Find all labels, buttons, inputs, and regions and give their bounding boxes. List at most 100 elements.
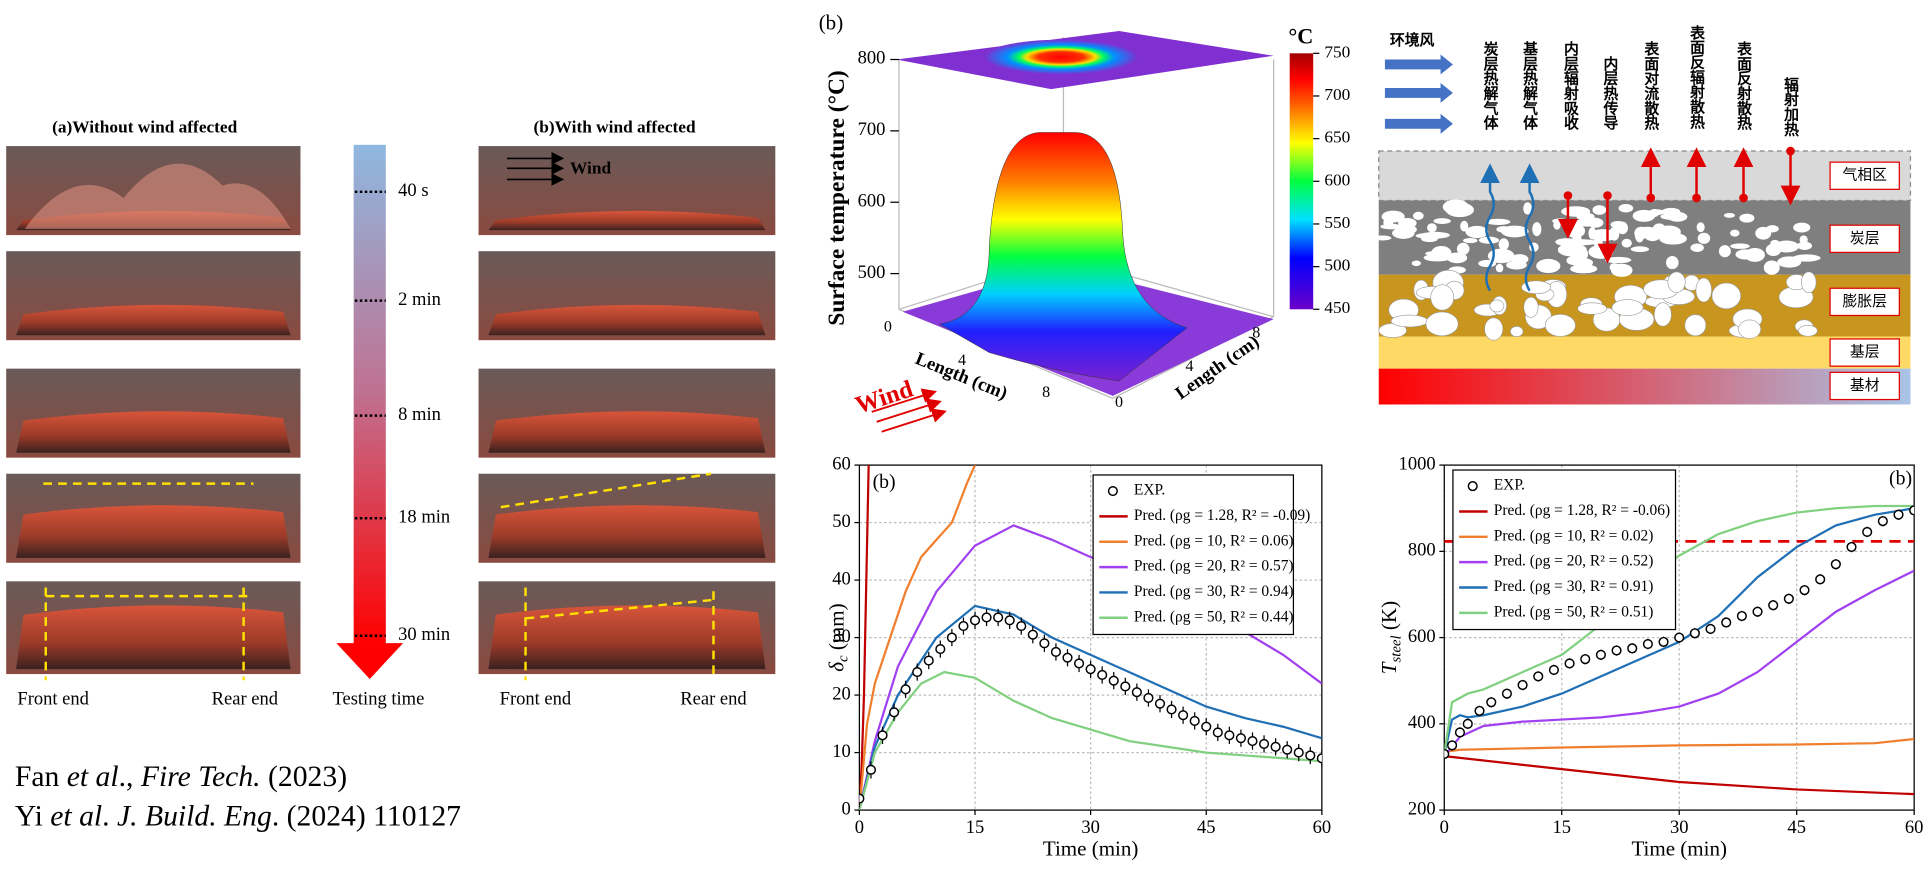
data-point — [1073, 658, 1085, 669]
x-axis-label: Time (min) — [1043, 837, 1139, 861]
data-point — [1736, 610, 1747, 622]
pore — [1660, 213, 1683, 220]
pore — [1690, 243, 1704, 252]
pore — [1666, 255, 1679, 270]
end-label: Rear end — [680, 688, 747, 709]
layer-label-box — [1829, 287, 1900, 317]
layer-label-box — [1829, 371, 1900, 401]
data-point — [1189, 715, 1200, 727]
data-point — [1846, 541, 1857, 553]
x-tick-label: 15 — [1552, 817, 1571, 838]
legend-label: Pred. (ρg = 10, R² = 0.06) — [1134, 532, 1294, 549]
citation-part: . (2024) 110127 — [272, 801, 461, 833]
sample-photo — [6, 473, 301, 563]
data-point — [1611, 645, 1622, 656]
y-tick-label: 60 — [832, 453, 851, 474]
z-tick-label: 600 — [858, 190, 886, 211]
data-point — [912, 667, 923, 678]
pore — [1653, 302, 1672, 327]
panel-label: (b) — [1889, 467, 1912, 489]
data-point — [1752, 606, 1763, 617]
colorbar-tick-label: 450 — [1324, 298, 1350, 317]
citation-part: ., — [119, 761, 141, 793]
pore — [1589, 229, 1617, 242]
data-point — [1050, 646, 1062, 658]
pore — [1801, 271, 1817, 294]
pore — [1456, 242, 1470, 256]
data-point — [958, 621, 969, 632]
y-axis-label: Tsteel (K) — [1377, 601, 1405, 674]
data-point — [1674, 632, 1685, 643]
data-point — [889, 707, 900, 718]
plot-frame — [1443, 464, 1915, 811]
series-line — [1444, 755, 1915, 796]
data-point — [1097, 669, 1108, 681]
data-point — [1721, 617, 1732, 628]
end-label: Front end — [17, 688, 89, 709]
pore — [1723, 212, 1736, 218]
data-point — [1120, 681, 1131, 692]
end-label: Front end — [500, 688, 572, 709]
layer-label: 炭层 — [1850, 230, 1880, 247]
pore — [1643, 227, 1662, 242]
pore — [1415, 233, 1440, 239]
pore — [1632, 209, 1656, 222]
series-line — [859, 465, 870, 811]
pore — [1618, 203, 1634, 213]
z-tick-label: 500 — [858, 262, 886, 283]
citation-part: Yi — [15, 801, 50, 833]
pore — [1447, 252, 1468, 264]
sample-photo — [478, 146, 776, 236]
guide-line — [500, 472, 712, 509]
legend-label: Pred. (ρg = 1.28, R² = -0.09) — [1134, 507, 1310, 524]
y-label-part: c — [836, 655, 852, 662]
data-point — [900, 684, 911, 695]
data-point — [1658, 636, 1669, 647]
time-label: 2 min — [398, 289, 441, 310]
pore — [1738, 319, 1762, 339]
legend-label: Pred. (ρg = 20, R² = 0.52) — [1494, 553, 1654, 570]
data-point — [1564, 658, 1575, 669]
x-tick-label: 45 — [1787, 817, 1806, 838]
colorbar-tick-label: 500 — [1324, 256, 1350, 275]
data-point — [1108, 675, 1119, 686]
data-point — [1462, 718, 1473, 729]
data-point — [1062, 652, 1073, 663]
data-point — [1143, 692, 1154, 704]
citation-part: . — [102, 801, 117, 833]
pore — [1390, 314, 1429, 328]
time-arrow-head — [336, 643, 404, 680]
pore — [1588, 244, 1614, 259]
wind-arrow — [1384, 54, 1453, 75]
gas-path — [1519, 163, 1540, 292]
panel-label: (b) — [819, 11, 844, 35]
flame-smoke — [24, 163, 291, 229]
data-point — [1212, 727, 1223, 738]
process-label: 炭层热解气体 — [1482, 40, 1499, 131]
pore — [1793, 222, 1811, 233]
process-label: 表面对流散热 — [1642, 40, 1659, 131]
x-tick-label: 4 — [958, 352, 966, 369]
data-point — [1039, 638, 1050, 649]
x-tick-label: 8 — [1042, 384, 1050, 401]
layer-label: 基材 — [1850, 377, 1880, 394]
legend-label: Pred. (ρg = 30, R² = 0.91) — [1494, 578, 1654, 595]
colorbar-tick-label: 600 — [1324, 170, 1350, 189]
y-label-part: steel — [1389, 635, 1405, 662]
y-tick-label: 50 — [832, 511, 851, 532]
data-point — [1085, 664, 1096, 675]
pore — [1412, 211, 1424, 220]
x-tick-label: 60 — [1905, 817, 1924, 838]
data-point — [1131, 687, 1142, 698]
y-tick-label: 0 — [841, 798, 850, 819]
data-point — [1282, 744, 1293, 755]
legend-box — [1452, 469, 1677, 631]
data-point — [1154, 698, 1166, 709]
pore — [1571, 259, 1589, 266]
data-point — [865, 764, 877, 775]
y-tick-label: 8 — [1252, 325, 1260, 342]
colorbar-tick-label: 650 — [1324, 128, 1350, 147]
pore — [1610, 220, 1626, 229]
legend-label: Pred. (ρg = 50, R² = 0.44) — [1134, 608, 1294, 625]
pore — [1697, 232, 1711, 244]
